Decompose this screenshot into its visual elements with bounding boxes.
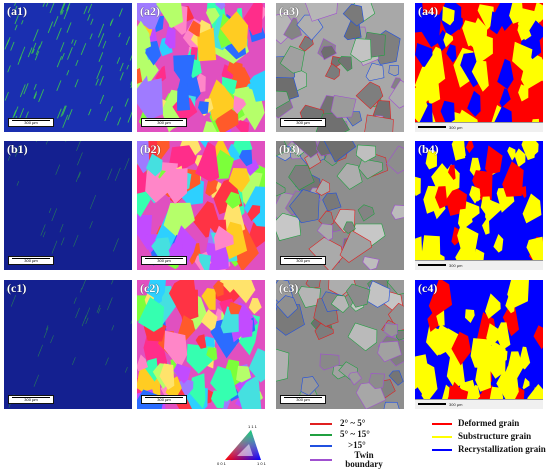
panel-b4: (b4) 300 µm [415, 141, 543, 270]
micrograph-b3 [276, 141, 404, 270]
boundary-legend: 2° ~ 5° 5° ~ 15° >15° Twin boundary [310, 416, 410, 471]
scale-bar-b1: 300 µm [8, 256, 54, 265]
panel-a1: (a1) 300 µm [4, 3, 132, 132]
panel-a2: (a2) 300 µm [137, 3, 265, 132]
micrograph-a3 [276, 3, 404, 132]
panel-label-c1: (c1) [7, 281, 26, 296]
panel-label-a2: (a2) [140, 4, 160, 19]
grain-swatch-recrystallization [432, 449, 452, 451]
boundary-label-low: 2° ~ 5° [340, 418, 365, 428]
boundary-swatch-mid [310, 434, 332, 436]
scale-bar-line [418, 403, 446, 405]
grain-swatch-deformed [432, 423, 452, 425]
panel-a3: (a3) 300 µm [276, 3, 404, 132]
micrograph-c1 [4, 280, 132, 409]
boundary-swatch-low [310, 423, 332, 425]
scale-bar-a4: 300 µm [415, 122, 543, 132]
boundary-label-mid: 5° ~ 15° [340, 429, 370, 439]
panel-b2: (b2) 300 µm [137, 141, 265, 270]
scale-bar-a3: 300 µm [280, 118, 326, 127]
scale-bar-a2: 300 µm [141, 118, 187, 127]
scale-bar-line [418, 264, 446, 266]
scale-bar-b3: 300 µm [280, 256, 326, 265]
micrograph-a4 [415, 3, 543, 132]
panel-label-b4: (b4) [418, 142, 439, 157]
micrograph-b4 [415, 141, 543, 270]
panel-b1: (b1) 300 µm [4, 141, 132, 270]
boundary-swatch-twin [310, 459, 332, 461]
scale-bar-text: 300 µm [449, 125, 462, 130]
grain-label-recrystallization: Recrystallization grain [458, 444, 546, 454]
scale-bar-c3: 300 µm [280, 395, 326, 404]
scale-bar-b2: 300 µm [141, 256, 187, 265]
panel-b3: (b3) 300 µm [276, 141, 404, 270]
grain-label-substructure: Substructure grain [458, 431, 531, 441]
scale-bar-text: 300 µm [449, 263, 462, 268]
grain-swatch-substructure [432, 436, 452, 438]
micrograph-c2 [137, 280, 265, 409]
micrograph-b2 [137, 141, 265, 270]
panel-label-b1: (b1) [7, 142, 28, 157]
micrograph-a2 [137, 3, 265, 132]
panel-label-a1: (a1) [7, 4, 27, 19]
boundary-label-high: >15° [348, 440, 366, 450]
panel-label-b2: (b2) [140, 142, 161, 157]
panel-c3: (c3) 300 µm [276, 280, 404, 409]
panel-label-c2: (c2) [140, 281, 159, 296]
boundary-label-twin: Twin boundary [344, 451, 384, 469]
ipf-color-key: 1 1 1 0 0 1 1 0 1 [213, 424, 273, 468]
scale-bar-a1: 300 µm [8, 118, 54, 127]
scale-bar-c4: 300 µm [415, 399, 543, 409]
panel-label-a4: (a4) [418, 4, 438, 19]
scale-bar-b4: 300 µm [415, 260, 543, 270]
ipf-label-111: 1 1 1 [248, 424, 257, 429]
panel-label-c3: (c3) [279, 281, 298, 296]
ipf-label-101: 1 0 1 [257, 461, 266, 466]
grain-legend: Deformed grain Substructure grain Recrys… [432, 416, 550, 456]
panel-c4: (c4) 300 µm [415, 280, 543, 409]
micrograph-c4 [415, 280, 543, 409]
scale-bar-c1: 300 µm [8, 395, 54, 404]
panel-label-a3: (a3) [279, 4, 299, 19]
scale-bar-c2: 300 µm [141, 395, 187, 404]
scale-bar-text: 300 µm [449, 402, 462, 407]
micrograph-b1 [4, 141, 132, 270]
panel-c2: (c2) 300 µm [137, 280, 265, 409]
micrograph-c3 [276, 280, 404, 409]
grain-label-deformed: Deformed grain [458, 418, 519, 428]
panel-label-b3: (b3) [279, 142, 300, 157]
panel-c1: (c1) 300 µm [4, 280, 132, 409]
panel-label-c4: (c4) [418, 281, 437, 296]
micrograph-a1 [4, 3, 132, 132]
panel-a4: (a4) 300 µm [415, 3, 543, 132]
scale-bar-line [418, 126, 446, 128]
boundary-swatch-high [310, 445, 332, 447]
ipf-label-001: 0 0 1 [217, 461, 226, 466]
